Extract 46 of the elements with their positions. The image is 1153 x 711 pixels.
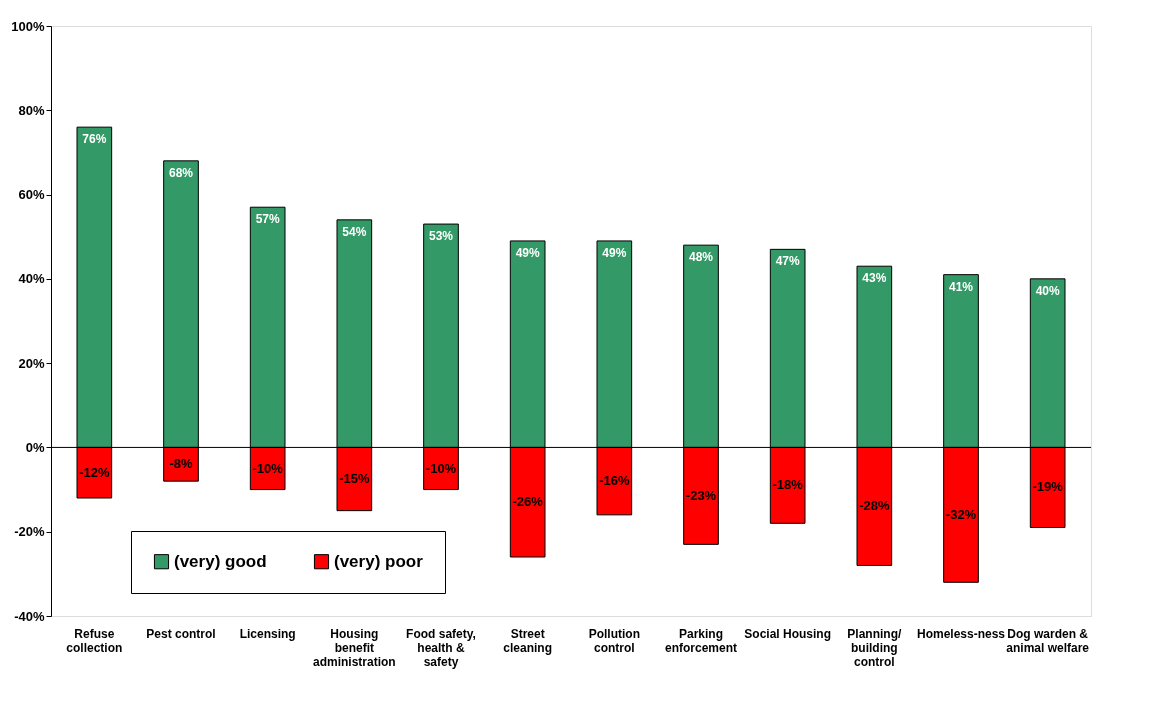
x-tick-label: Planning/ building control [847, 626, 902, 669]
data-label: -18% [772, 477, 804, 493]
legend-label: (very) poor [334, 551, 424, 571]
data-label: 48% [688, 250, 714, 265]
y-tick-label: 60% [18, 187, 45, 203]
data-label: -23% [685, 487, 717, 503]
data-label: -10% [252, 460, 284, 476]
data-label: -28% [859, 498, 890, 514]
y-tick-label: -40% [14, 608, 45, 624]
data-label: -32% [945, 506, 977, 522]
x-tick-label: Pollution control [588, 626, 640, 655]
data-label: 54% [342, 224, 367, 239]
y-tick-label: 0% [25, 439, 45, 455]
y-tick-label: -20% [14, 524, 45, 540]
data-label: 53% [428, 229, 454, 244]
x-tick-label: Homeless-ness [916, 626, 1006, 641]
x-tick-label: Pest control [146, 626, 216, 641]
x-tick-label: Social Housing [744, 626, 832, 641]
data-label: 43% [862, 271, 887, 286]
data-label: -8% [169, 456, 193, 472]
data-label: -16% [599, 473, 630, 489]
data-label: 49% [602, 245, 627, 260]
data-label: 76% [82, 132, 107, 147]
data-label: 68% [168, 165, 194, 180]
data-label: 47% [775, 254, 800, 269]
data-label: -12% [79, 464, 110, 480]
data-label: -19% [1032, 479, 1064, 495]
x-tick-label: Refuse collection [66, 626, 123, 655]
y-tick-label: 100% [11, 18, 45, 34]
data-label: 41% [948, 279, 974, 294]
x-tick-label: Food safety, health & safety [406, 626, 476, 669]
data-label: -10% [425, 460, 457, 476]
legend-label: (very) good [174, 551, 267, 571]
y-tick-label: 40% [18, 271, 45, 287]
x-tick-label: Housing benefit administration [312, 626, 396, 669]
data-label: -15% [339, 471, 370, 487]
x-tick-label: Parking enforcement [664, 626, 738, 655]
x-tick-label: Street cleaning [503, 626, 553, 655]
x-tick-label: Licensing [239, 626, 296, 641]
data-label: -26% [512, 494, 544, 510]
x-tick-label: Dog warden & animal welfare [1006, 626, 1090, 655]
y-tick-label: 20% [18, 355, 45, 371]
y-tick-label: 80% [18, 102, 45, 118]
data-label: 57% [255, 212, 280, 227]
data-label: 40% [1035, 283, 1060, 298]
data-label: 49% [515, 245, 540, 260]
